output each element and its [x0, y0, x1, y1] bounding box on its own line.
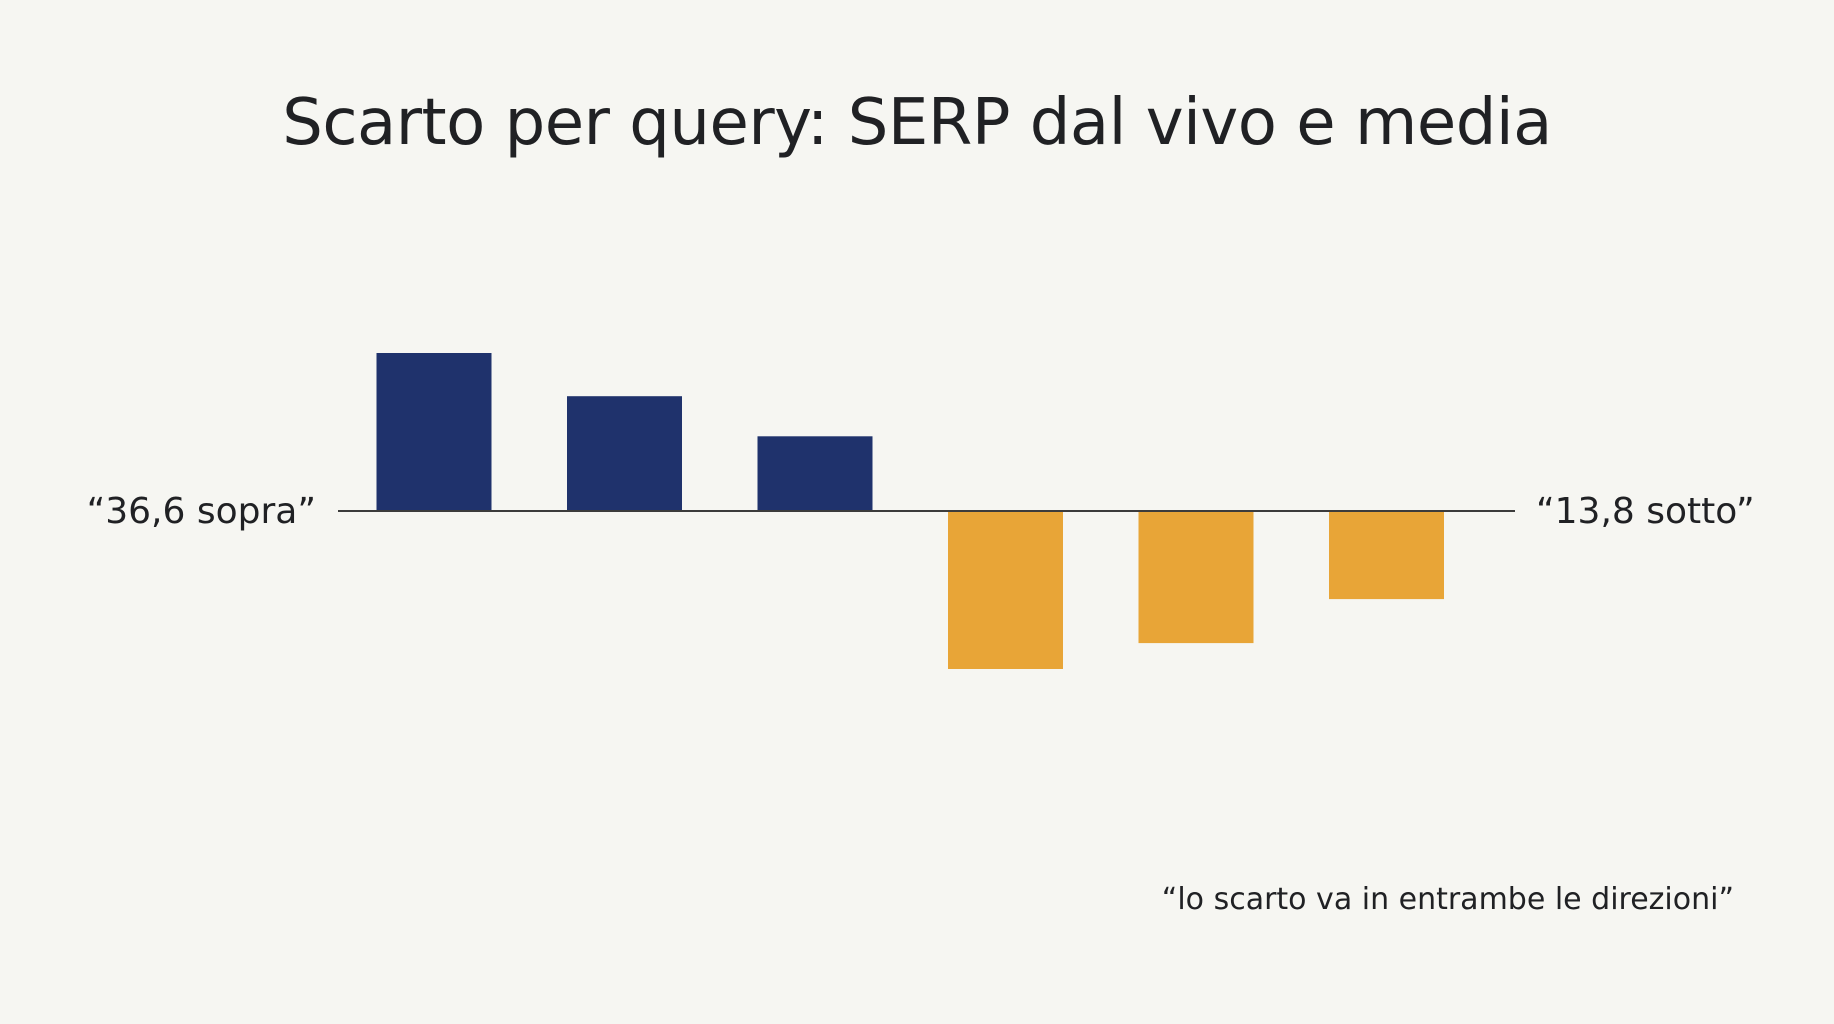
chart-annotation: “lo scarto va in entrambe le direzioni”: [1161, 882, 1734, 917]
bar-5: [1138, 511, 1254, 644]
bars: [376, 353, 1444, 669]
chart-title: Scarto per query: SERP dal vivo e media: [282, 86, 1552, 160]
bar-6: [1329, 511, 1444, 600]
bar-3: [757, 436, 873, 511]
bar-1: [376, 353, 492, 511]
left-baseline-label: “36,6 sopra”: [86, 491, 316, 532]
bar-2: [567, 396, 682, 511]
right-baseline-label: “13,8 sotto”: [1536, 491, 1755, 532]
bar-4: [948, 511, 1063, 669]
